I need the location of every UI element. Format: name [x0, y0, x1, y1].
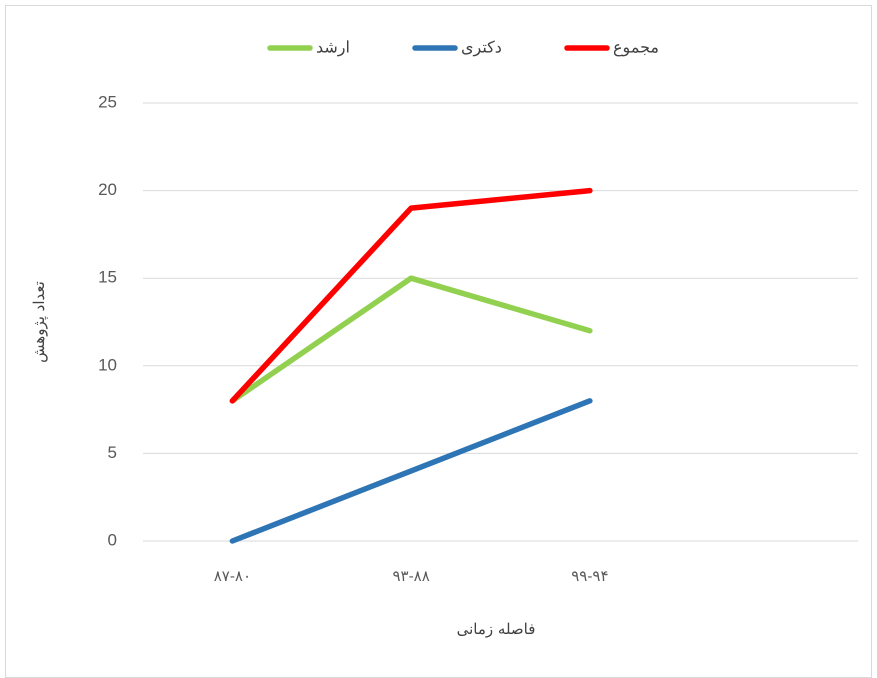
y-tick-label: 5	[108, 443, 117, 462]
x-tick-label: ۹۳-۸۸	[392, 567, 429, 585]
x-axis-label: فاصله زمانی	[457, 620, 536, 638]
chart-frame	[5, 5, 872, 678]
series-line	[229, 398, 593, 544]
y-tick-label: 0	[108, 530, 117, 549]
legend-label: ارشد	[316, 38, 350, 57]
y-tick-label: 25	[98, 92, 117, 111]
legend-label: مجموع	[613, 38, 659, 57]
y-axis-label: تعداد پژوهش	[30, 281, 48, 363]
x-tick-label: ۸۷-۸۰	[214, 567, 251, 585]
legend-label: دکتری	[461, 38, 502, 57]
y-tick-label: 10	[98, 355, 117, 374]
x-tick-label: ۹۹-۹۴	[571, 567, 608, 585]
y-tick-label: 15	[98, 268, 117, 287]
y-tick-label: 20	[98, 180, 117, 199]
series-line	[229, 187, 593, 404]
series-line	[229, 275, 593, 404]
